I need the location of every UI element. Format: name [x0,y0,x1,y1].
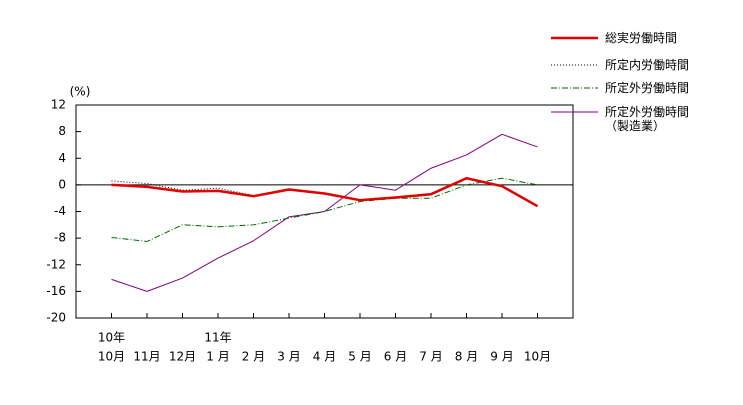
series-line [111,178,538,206]
series-line [111,177,538,242]
y-tick-label: 0 [58,177,66,191]
series-line [111,133,538,292]
x-tick-label: 4 月 [313,350,336,364]
x-tick-label: 1 月 [206,350,229,364]
y-tick-label: -20 [46,311,66,325]
legend-label: 所定外労働時間 [605,81,690,95]
x-tick-label: 3 月 [277,350,300,364]
x-tick-label: 10月 [98,350,125,364]
y-tick-label: -4 [54,204,66,218]
x-tick-label: 11月 [133,350,160,364]
y-tick-label: 4 [58,151,66,165]
x-tick-label: 9 月 [490,350,513,364]
x-tick-label: 10月 [524,350,551,364]
x-tick-label: 12月 [169,350,196,364]
x-tick-label: 8 月 [455,350,478,364]
year-label: 11年 [204,331,231,345]
y-tick-label: -8 [54,231,66,245]
y-tick-label: -12 [46,257,66,271]
legend-label: 所定内労働時間 [605,58,690,72]
x-tick-label: 2 月 [242,350,265,364]
legend-label: 所定外労働時間 （製造業） [605,105,690,133]
y-tick-label: 12 [51,98,66,112]
y-tick-label: -16 [46,284,66,298]
year-label: 10年 [98,331,125,345]
y-tick-label: 8 [58,124,66,138]
y-unit: (%) [70,85,91,99]
x-tick-label: 5 月 [348,350,371,364]
x-tick-label: 6 月 [384,350,407,364]
legend-label: 総実労働時間 [605,31,678,45]
series-line [111,176,539,208]
x-tick-label: 7 月 [419,350,442,364]
